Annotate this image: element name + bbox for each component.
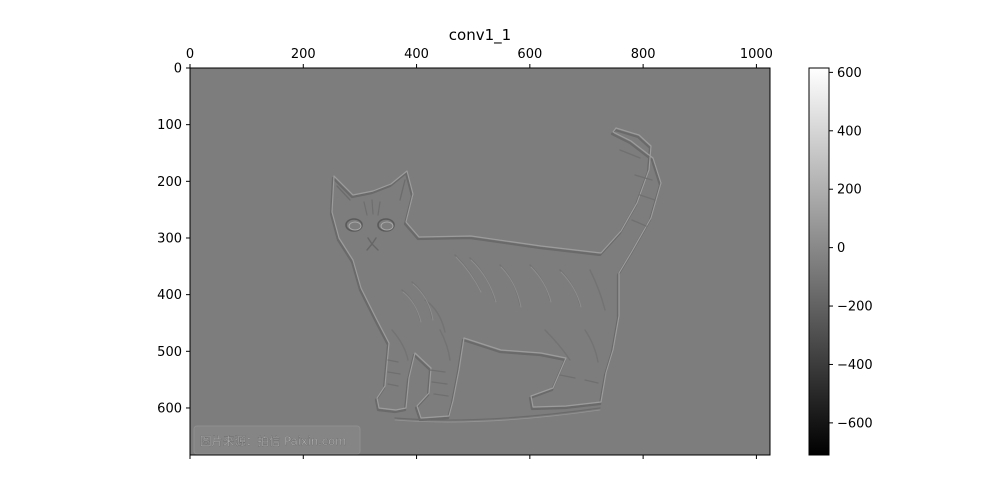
y-tick-label: 300 [157, 231, 182, 246]
y-tick-label: 500 [157, 345, 182, 360]
x-axis-ticks: 0 200 400 600 800 1000 [186, 47, 773, 459]
y-tick-label: 600 [157, 401, 182, 416]
y-tick-label: 400 [157, 288, 182, 303]
chart-title: conv1_1 [449, 26, 511, 45]
y-tick-label: 0 [174, 62, 182, 77]
colorbar-ticks: 600 400 200 0 −200 −400 −600 [829, 66, 873, 431]
heatmap-image: 图片来源：拍信 Paixin.com [190, 68, 770, 455]
colorbar-tick-label: 200 [837, 183, 862, 198]
colorbar-tick-label: −600 [837, 416, 873, 431]
x-tick-label: 600 [517, 47, 542, 62]
colorbar-tick-label: 0 [837, 241, 845, 256]
colorbar-tick-label: 600 [837, 66, 862, 81]
y-tick-label: 200 [157, 175, 182, 190]
plot-frame [189, 67, 771, 456]
colorbar [808, 67, 830, 456]
x-tick-label: 400 [404, 47, 429, 62]
x-tick-label: 800 [631, 47, 656, 62]
colorbar-tick-label: −200 [837, 300, 873, 315]
x-tick-label: 0 [186, 47, 194, 62]
cat-image [329, 127, 662, 423]
watermark-text: 图片来源：拍信 Paixin.com [200, 434, 346, 448]
colorbar-tick-label: −400 [837, 358, 873, 373]
watermark: 图片来源：拍信 Paixin.com [193, 425, 361, 455]
y-tick-label: 100 [157, 118, 182, 133]
colorbar-tick-label: 400 [837, 124, 862, 139]
y-axis-ticks: 0 100 200 300 400 500 600 [157, 62, 190, 416]
x-tick-label: 200 [291, 47, 316, 62]
x-tick-label: 1000 [740, 47, 773, 62]
